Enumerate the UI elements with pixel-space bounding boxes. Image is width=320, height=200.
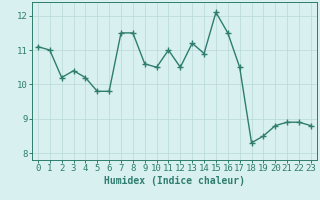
X-axis label: Humidex (Indice chaleur): Humidex (Indice chaleur)	[104, 176, 245, 186]
